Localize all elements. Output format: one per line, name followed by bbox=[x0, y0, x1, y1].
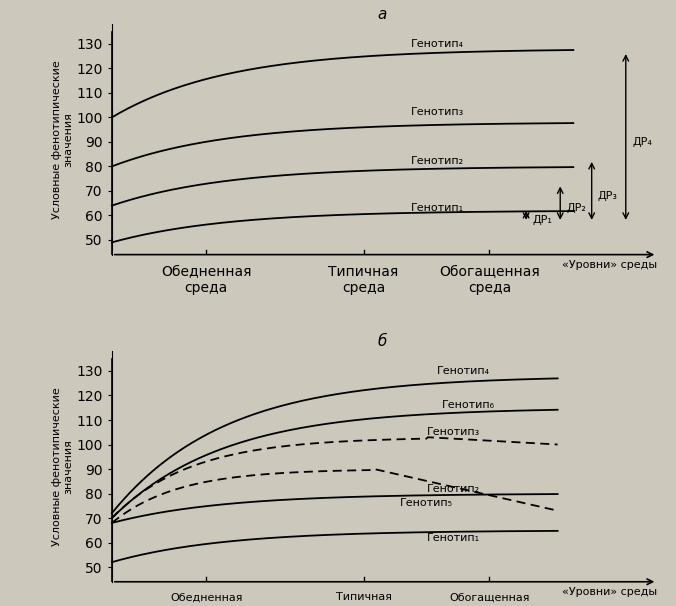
Text: Генотип₄: Генотип₄ bbox=[437, 366, 490, 376]
Text: «Уровни» среды: «Уровни» среды bbox=[562, 587, 657, 597]
Title: а: а bbox=[377, 7, 387, 22]
Y-axis label: Условные фенотипические
значения: Условные фенотипические значения bbox=[52, 387, 74, 546]
Text: Генотип₆: Генотип₆ bbox=[442, 401, 496, 410]
Text: ДР₄: ДР₄ bbox=[632, 137, 652, 147]
Text: Генотип₃: Генотип₃ bbox=[411, 107, 464, 118]
Text: ДР₂: ДР₂ bbox=[566, 203, 586, 213]
Text: ДР₃: ДР₃ bbox=[598, 191, 618, 201]
Text: ДР₁: ДР₁ bbox=[533, 215, 552, 225]
Text: Генотип₄: Генотип₄ bbox=[411, 39, 464, 49]
Text: Генотип₅: Генотип₅ bbox=[400, 498, 454, 508]
Y-axis label: Условные фенотипические
значения: Условные фенотипические значения bbox=[52, 60, 74, 219]
Text: Генотип₂: Генотип₂ bbox=[427, 484, 480, 494]
Title: б: б bbox=[377, 334, 387, 349]
Text: Генотип₃: Генотип₃ bbox=[427, 427, 480, 438]
Text: Генотип₁: Генотип₁ bbox=[411, 203, 464, 213]
Text: «Уровни» среды: «Уровни» среды bbox=[562, 259, 657, 270]
Text: Генотип₁: Генотип₁ bbox=[427, 533, 480, 542]
Text: Генотип₂: Генотип₂ bbox=[411, 156, 464, 167]
